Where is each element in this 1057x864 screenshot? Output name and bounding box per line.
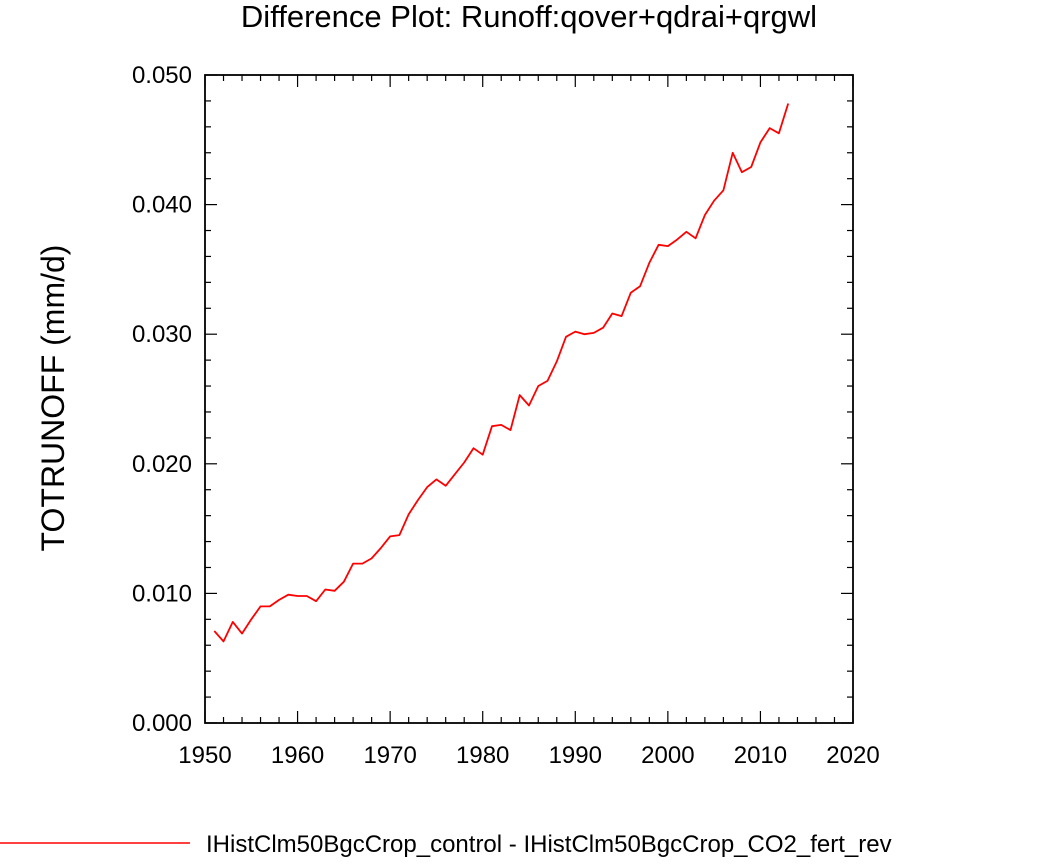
x-tick-label: 1960: [271, 742, 324, 769]
x-tick-label: 2000: [641, 742, 694, 769]
plot-frame: [204, 74, 854, 724]
x-tick-label: 2020: [826, 742, 879, 769]
y-tick-label: 0.020: [132, 451, 192, 478]
x-tick-label: 1950: [178, 742, 231, 769]
x-tick-label: 1980: [456, 742, 509, 769]
chart-title: Difference Plot: Runoff:qover+qdrai+qrgw…: [241, 0, 817, 34]
y-tick-label: 0.050: [132, 62, 192, 89]
x-tick-label: 1990: [549, 742, 602, 769]
y-tick-label: 0.010: [132, 580, 192, 607]
series-line: [213, 103, 790, 643]
x-tick-label: 1970: [363, 742, 416, 769]
legend: IHistClm50BgcCrop_control - IHistClm50Bg…: [0, 831, 892, 858]
y-tick-label: 0.000: [132, 710, 192, 737]
plot-area: 1950 1960 1970 1980 1990 2000 2010 2020 0.000 0.0…: [132, 62, 880, 769]
y-tick-label: 0.030: [132, 321, 192, 348]
y-tick-label: 0.040: [132, 192, 192, 219]
y-axis-label: TOTRUNOFF (mm/d): [35, 245, 71, 552]
x-tick-label: 2010: [734, 742, 787, 769]
legend-label: IHistClm50BgcCrop_control - IHistClm50Bg…: [206, 831, 892, 858]
